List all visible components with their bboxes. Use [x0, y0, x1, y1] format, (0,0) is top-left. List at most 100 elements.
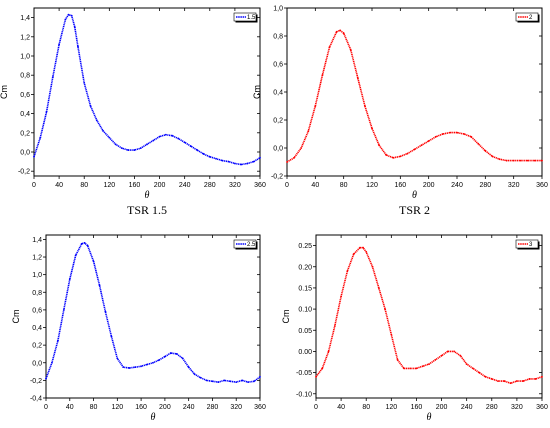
- data-point: [377, 287, 380, 289]
- data-point: [110, 335, 113, 338]
- y-tick-label: 0,6: [273, 62, 283, 69]
- data-point: [146, 363, 148, 366]
- data-point: [104, 310, 107, 313]
- x-tick-label: 240: [183, 404, 195, 411]
- x-tick-label: 280: [479, 182, 491, 189]
- x-tick-label: 80: [362, 404, 370, 411]
- data-point: [421, 365, 424, 368]
- panel-caption: TSR 2.5: [133, 425, 173, 428]
- data-point: [86, 244, 89, 247]
- data-point: [342, 32, 345, 35]
- plot-frame: [33, 7, 261, 177]
- data-point: [339, 29, 342, 32]
- y-tick-label: 0,6: [20, 92, 30, 99]
- x-axis-label: θ: [145, 190, 150, 201]
- y-tick-label: 0.25: [298, 243, 312, 250]
- data-point: [58, 43, 61, 46]
- y-axis-label: Cm: [0, 85, 9, 99]
- data-point: [497, 380, 499, 382]
- x-tick-label: 160: [411, 404, 423, 411]
- data-point: [300, 147, 303, 149]
- x-tick-label: 200: [154, 182, 166, 189]
- data-point: [327, 350, 330, 353]
- data-point: [378, 144, 380, 147]
- data-point: [62, 308, 65, 311]
- data-point: [133, 149, 136, 151]
- x-tick-label: 120: [111, 404, 123, 411]
- y-tick-label: 0.20: [298, 264, 312, 271]
- data-point: [39, 136, 42, 139]
- x-tick-label: 200: [436, 404, 448, 411]
- x-tick-label: 360: [536, 404, 548, 411]
- data-point: [465, 363, 468, 366]
- x-tick-label: 0: [285, 182, 289, 189]
- data-point: [470, 135, 473, 138]
- data-point: [158, 359, 160, 362]
- data-point: [349, 49, 352, 51]
- data-point: [364, 105, 366, 107]
- data-point: [459, 354, 462, 357]
- x-tick-label: 120: [385, 404, 397, 411]
- data-point: [116, 357, 119, 360]
- data-point: [519, 159, 522, 162]
- data-point: [396, 358, 399, 361]
- data-point: [477, 142, 480, 145]
- y-axis-label: Cm: [281, 310, 291, 324]
- data-point: [505, 159, 508, 162]
- chart-panel-4: 0 40 80 120 160 200 240 280 320 360 -0.10 -0.05 0.00…: [281, 234, 548, 428]
- data-point: [365, 251, 368, 253]
- data-point: [152, 361, 154, 364]
- data-point: [246, 162, 249, 165]
- data-point: [229, 380, 232, 383]
- data-point: [223, 379, 226, 382]
- data-point: [509, 382, 512, 385]
- y-tick-label: -0,2: [271, 174, 283, 181]
- series-line: [315, 246, 543, 385]
- x-tick-label: 80: [90, 404, 98, 411]
- data-point: [541, 159, 543, 162]
- data-point: [352, 253, 355, 255]
- data-point: [70, 14, 73, 17]
- y-tick-label: 1,4: [20, 15, 30, 22]
- y-tick-label: 0.15: [298, 285, 312, 292]
- data-point: [346, 270, 349, 272]
- x-tick-label: 40: [337, 404, 345, 411]
- y-tick-label: 1,4: [32, 237, 42, 244]
- y-tick-label: 0,8: [20, 73, 30, 80]
- x-tick-label: 360: [536, 182, 548, 189]
- data-point: [190, 145, 192, 148]
- data-point: [440, 354, 443, 357]
- x-tick-label: 320: [508, 182, 520, 189]
- y-tick-label: 0,2: [32, 343, 42, 350]
- x-tick-label: 360: [254, 404, 266, 411]
- x-tick-label: 40: [55, 182, 63, 189]
- data-point: [80, 242, 83, 245]
- data-point: [217, 381, 220, 384]
- data-point: [463, 133, 465, 135]
- x-tick-label: 280: [486, 404, 498, 411]
- data-point: [51, 361, 53, 364]
- data-point: [259, 156, 261, 159]
- y-tick-label: 0,8: [32, 290, 42, 297]
- data-point: [247, 381, 250, 384]
- data-point: [199, 376, 202, 379]
- data-point: [441, 133, 444, 135]
- data-point: [449, 131, 451, 134]
- x-tick-label: 120: [103, 182, 115, 189]
- data-point: [446, 350, 449, 353]
- data-point: [390, 333, 393, 336]
- x-tick-label: 0: [314, 404, 318, 411]
- data-point: [484, 375, 487, 378]
- data-point: [427, 140, 430, 142]
- y-tick-label: -0,2: [18, 169, 30, 176]
- data-point: [293, 156, 295, 159]
- y-tick-label: -0.05: [296, 370, 312, 377]
- x-tick-label: 160: [129, 182, 141, 189]
- x-tick-label: 200: [159, 404, 171, 411]
- data-point: [362, 246, 364, 249]
- data-point: [164, 133, 167, 136]
- y-axis-label: Cm: [11, 310, 21, 324]
- data-point: [169, 352, 172, 354]
- data-point: [233, 162, 236, 165]
- y-tick-label: 1,0: [273, 6, 283, 13]
